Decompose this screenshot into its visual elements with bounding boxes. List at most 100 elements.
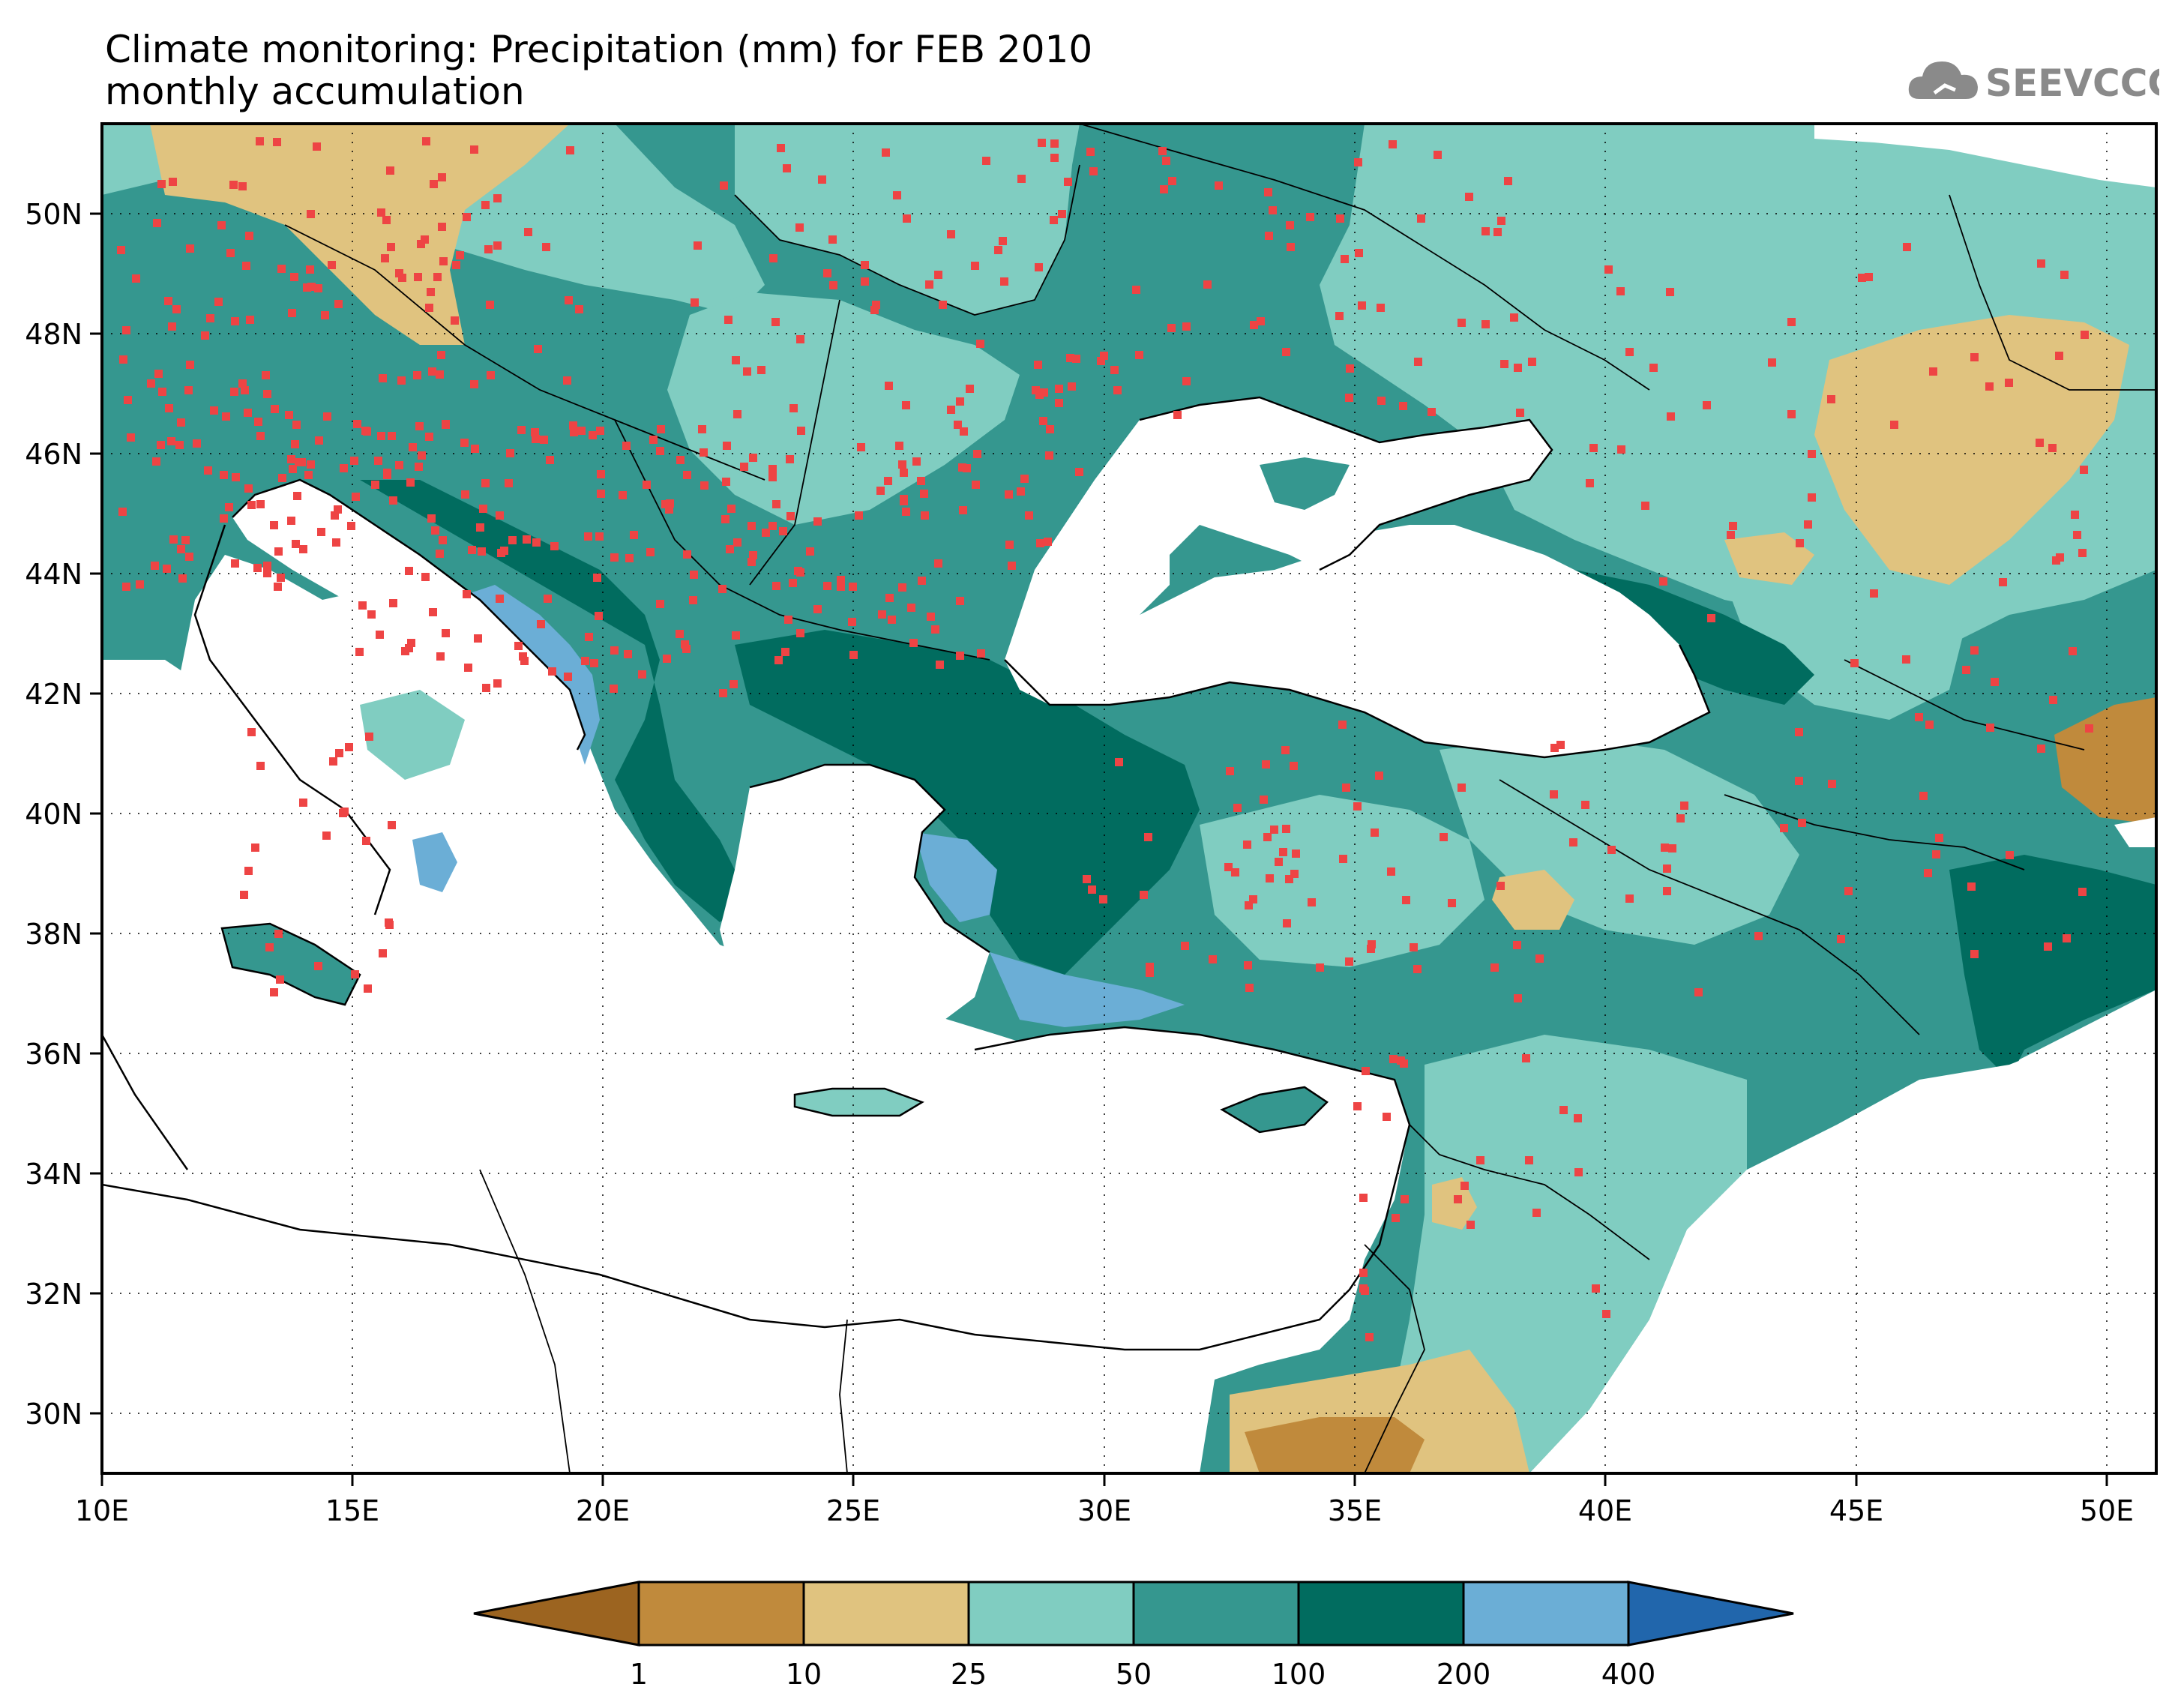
station-marker — [524, 228, 532, 236]
station-marker — [438, 223, 446, 231]
station-marker — [1058, 210, 1066, 218]
station-marker — [1017, 487, 1025, 496]
station-marker — [994, 246, 1002, 254]
station-marker — [154, 370, 163, 378]
station-marker — [1703, 401, 1711, 409]
station-marker — [220, 471, 228, 479]
region-200-400-izmir — [915, 832, 997, 922]
station-marker — [425, 433, 433, 441]
station-marker — [771, 318, 780, 326]
station-marker — [1428, 408, 1436, 416]
station-marker — [1035, 263, 1043, 271]
station-marker — [124, 396, 132, 404]
station-marker — [270, 988, 278, 996]
colorbar-label: 25 — [951, 1658, 987, 1687]
station-marker — [230, 388, 238, 396]
station-marker — [806, 547, 814, 556]
station-marker — [1808, 493, 1816, 502]
station-marker — [1434, 151, 1442, 159]
station-marker — [1167, 324, 1176, 332]
station-marker — [256, 762, 265, 770]
station-marker — [1399, 402, 1407, 410]
station-marker — [1768, 358, 1776, 367]
station-marker — [1490, 963, 1499, 972]
station-marker — [418, 451, 426, 460]
station-marker — [427, 288, 435, 296]
station-marker — [768, 465, 777, 473]
station-marker — [277, 265, 286, 273]
station-marker — [1676, 814, 1685, 823]
lat-tick-label: 40N — [25, 798, 82, 831]
lon-tick-label: 35E — [1328, 1494, 1382, 1527]
station-marker — [1454, 1195, 1462, 1203]
station-marker — [496, 595, 504, 603]
station-marker — [1589, 444, 1598, 452]
station-marker — [263, 562, 271, 570]
station-marker — [2036, 439, 2044, 447]
station-marker — [186, 244, 194, 253]
station-marker — [1649, 364, 1658, 372]
station-marker — [364, 984, 372, 993]
station-marker — [531, 428, 539, 436]
station-marker — [1044, 538, 1052, 546]
station-marker — [429, 608, 437, 616]
station-marker — [1457, 319, 1466, 327]
station-marker — [1795, 777, 1803, 785]
station-marker — [1275, 858, 1283, 866]
colorbar-bin-100-200 — [1297, 1581, 1465, 1647]
lat-tick-label: 46N — [25, 438, 82, 471]
region-100-200-balkans — [360, 480, 750, 922]
station-marker — [287, 455, 295, 463]
station-marker — [118, 508, 127, 516]
station-marker — [225, 503, 233, 511]
station-marker — [1203, 280, 1212, 289]
station-marker — [656, 447, 664, 455]
station-marker — [878, 610, 886, 619]
station-marker — [496, 511, 504, 520]
station-marker — [689, 596, 697, 604]
station-marker — [2037, 259, 2045, 268]
station-marker — [1066, 354, 1074, 362]
station-marker — [244, 484, 253, 493]
station-marker — [382, 216, 391, 224]
station-marker — [1387, 867, 1395, 876]
station-marker — [733, 410, 741, 418]
station-marker — [893, 191, 901, 199]
station-marker — [1400, 1059, 1408, 1068]
station-marker — [353, 420, 361, 428]
station-marker — [876, 487, 885, 495]
station-marker — [1359, 1194, 1368, 1202]
station-marker — [726, 545, 734, 553]
station-marker — [1787, 410, 1796, 418]
station-marker — [1522, 1054, 1530, 1062]
station-marker — [1465, 193, 1473, 201]
station-marker — [406, 478, 415, 487]
station-marker — [276, 975, 284, 984]
station-marker — [1371, 829, 1379, 837]
station-marker — [597, 490, 605, 498]
station-marker — [2060, 271, 2069, 279]
station-marker — [242, 262, 250, 270]
station-marker — [481, 201, 490, 209]
station-marker — [484, 245, 493, 253]
station-marker — [570, 428, 578, 436]
station-marker — [265, 943, 274, 951]
station-marker — [1266, 874, 1274, 882]
station-marker — [781, 648, 789, 656]
colorbar-bin-10-25 — [802, 1581, 970, 1647]
station-marker — [828, 235, 837, 244]
station-marker — [1659, 577, 1667, 586]
station-marker — [314, 962, 322, 970]
seevccc-logo: SEEVCCC — [1908, 61, 2159, 105]
station-marker — [757, 366, 765, 374]
station-marker — [724, 316, 732, 324]
station-marker — [823, 269, 831, 277]
station-marker — [517, 426, 526, 434]
station-marker — [1283, 919, 1291, 927]
station-marker — [439, 257, 448, 265]
station-marker — [795, 223, 804, 232]
station-marker — [1795, 728, 1803, 736]
station-marker — [152, 457, 160, 466]
colorbar-bin-200-400 — [1462, 1581, 1630, 1647]
station-marker — [1336, 214, 1344, 223]
